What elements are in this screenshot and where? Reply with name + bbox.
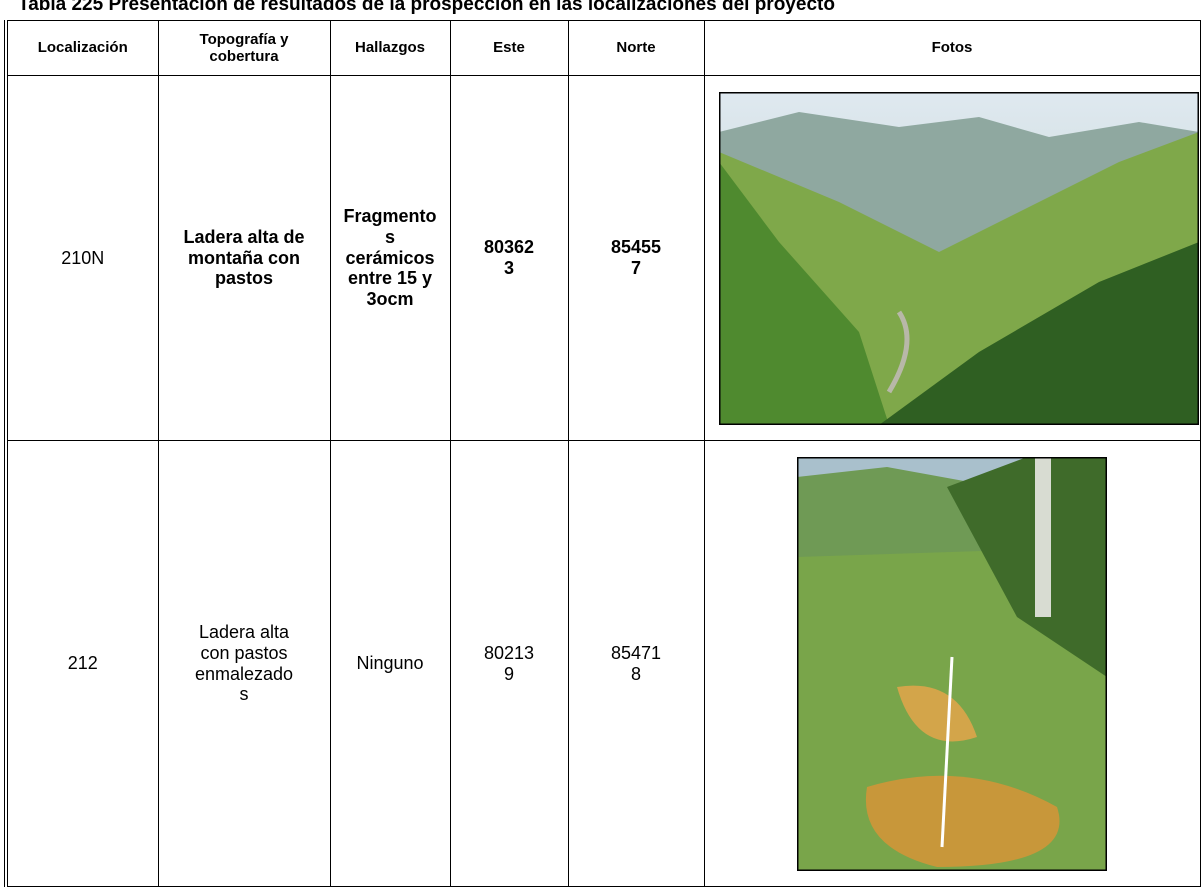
cell: 210N [61,247,105,268]
cell: Ninguno [356,653,424,674]
column-header: Fotos [931,39,973,57]
column-header: Norte [616,39,656,57]
header-row: Localización Topografía y cobertura Hall… [4,20,1201,76]
table-title: Tabla 225 Presentación de resultados de … [18,0,835,15]
cell: Ladera alta con pastos enmalezados [194,622,294,705]
column-header: Hallazgos [354,39,426,57]
cell: 854718 [610,642,662,684]
column-header: Topografía y cobertura [199,30,289,65]
cell: 802139 [483,642,535,684]
cell: 212 [67,653,98,674]
cell: Ladera alta de montaña con pastos [183,226,305,289]
cell: 803623 [483,237,535,278]
column-header: Este [493,39,525,57]
cell: Fragmentos cerámicos entre 15 y 3ocm [343,206,437,310]
table-row: 210N Ladera alta de montaña con pastos F… [4,75,1201,441]
photo [718,91,1199,425]
table-row: 212 Ladera alta con pastos enmalezados N… [4,440,1201,887]
column-header: Localización [37,39,128,57]
photo [797,456,1107,871]
results-table: Localización Topografía y cobertura Hall… [4,20,1201,887]
cell: 854557 [610,237,662,278]
